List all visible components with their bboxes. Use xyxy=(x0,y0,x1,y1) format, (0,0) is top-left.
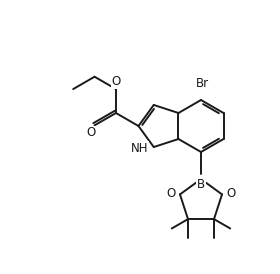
Text: O: O xyxy=(111,75,121,88)
Text: O: O xyxy=(86,126,95,139)
Text: O: O xyxy=(167,187,176,200)
Text: Br: Br xyxy=(195,77,209,90)
Text: O: O xyxy=(226,187,235,200)
Text: NH: NH xyxy=(131,142,149,155)
Text: B: B xyxy=(197,178,205,191)
